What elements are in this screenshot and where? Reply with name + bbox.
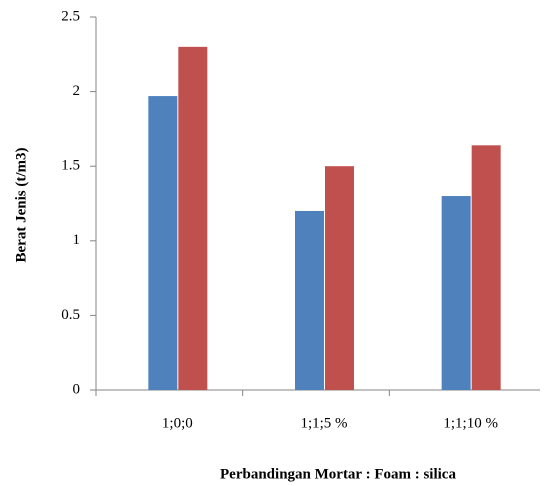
bar — [325, 166, 354, 390]
bar — [471, 145, 501, 390]
x-axis-title: Perbandingan Mortar : Foam : silica — [220, 466, 456, 482]
bar — [441, 196, 471, 390]
bar — [295, 210, 324, 390]
y-tick-label: 2 — [73, 83, 81, 99]
x-tick-label: 1;1;5 % — [300, 415, 347, 431]
bar — [178, 46, 208, 391]
y-tick-label: 2.5 — [61, 8, 80, 24]
y-axis-title: Berat Jenis (t/m3) — [13, 148, 29, 263]
bar — [148, 96, 178, 391]
y-tick-label: 0 — [73, 381, 81, 397]
x-tick-label: 1;1;10 % — [443, 415, 498, 431]
y-tick-label: 1.5 — [61, 158, 80, 174]
y-tick-label: 0.5 — [61, 307, 80, 323]
x-tick-label: 1;0;0 — [162, 415, 193, 431]
y-tick-label: 1 — [73, 232, 81, 248]
